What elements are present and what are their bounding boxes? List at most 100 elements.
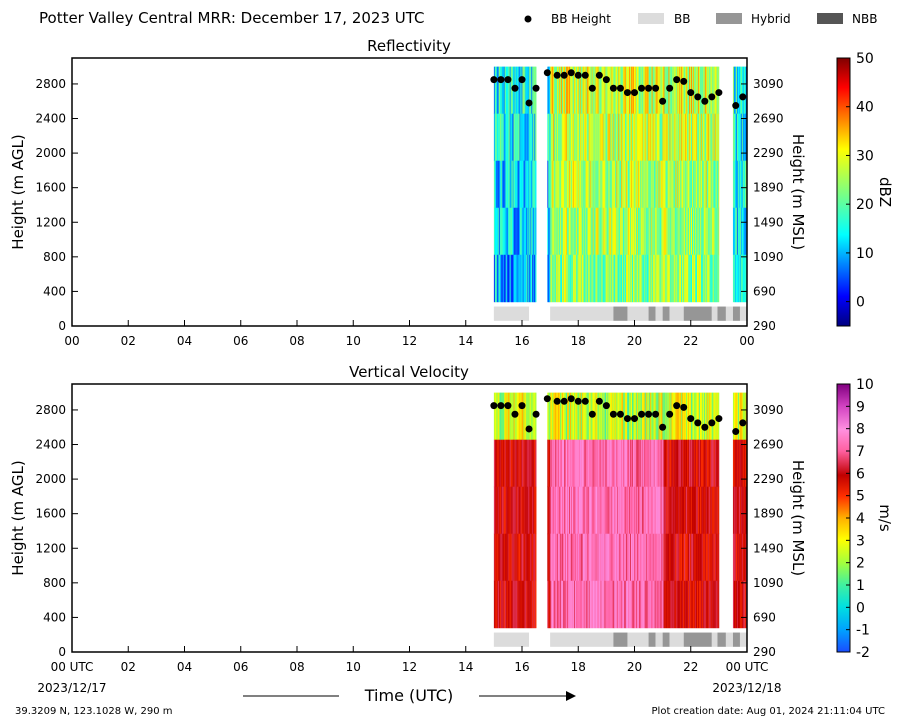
heatmap-cell — [564, 66, 566, 115]
heatmap-cell — [716, 486, 719, 535]
heatmap-cell — [493, 533, 496, 582]
heatmap-cell — [600, 207, 602, 256]
heatmap-cell — [617, 113, 619, 162]
heatmap-cell — [592, 580, 594, 629]
heatmap-cell — [557, 207, 559, 256]
heatmap-cell — [521, 392, 523, 441]
heatmap-cell — [620, 160, 622, 209]
heatmap-cell — [706, 580, 709, 629]
heatmap-cell — [550, 580, 552, 629]
heatmap-cell — [571, 580, 574, 629]
heatmap-cell — [575, 160, 578, 209]
heatmap-cell — [707, 113, 710, 162]
heatmap-cell — [684, 439, 686, 488]
heatmap-cell — [623, 392, 625, 441]
heatmap-cell — [529, 113, 531, 162]
heatmap-cell — [733, 113, 736, 162]
heatmap-cell — [493, 160, 496, 209]
heatmap-cell — [597, 207, 599, 256]
heatmap-cell — [741, 439, 744, 488]
heatmap-cell — [658, 207, 660, 256]
heatmap-cell — [642, 439, 645, 488]
heatmap-cell — [618, 580, 620, 629]
heatmap-cell — [507, 66, 510, 115]
heatmap-cell — [684, 533, 686, 582]
heatmap-cell — [569, 392, 572, 441]
heatmap-cell — [583, 254, 586, 303]
heatmap-cell — [699, 392, 702, 441]
heatmap-cell — [667, 113, 669, 162]
heatmap-cell — [501, 207, 504, 256]
heatmap-cell — [744, 113, 747, 162]
heatmap-cell — [682, 533, 684, 582]
heatmap-cell — [698, 486, 701, 535]
heatmap-cell — [557, 392, 559, 441]
heatmap-cell — [516, 207, 518, 256]
heatmap-cell — [693, 160, 695, 209]
heatmap-cell — [714, 486, 717, 535]
heatmap-cell — [649, 113, 652, 162]
heatmap-cell — [666, 439, 668, 488]
heatmap-cell — [566, 207, 568, 256]
heatmap-cell — [736, 207, 739, 256]
heatmap-cell — [579, 160, 582, 209]
heatmap-cell — [636, 254, 639, 303]
heatmap-cell — [521, 439, 523, 488]
reflectivity-ylabel-right: Height (m MSL) — [789, 134, 807, 250]
heatmap-cell — [646, 486, 649, 535]
heatmap-cell — [553, 439, 555, 488]
heatmap-cell — [657, 113, 659, 162]
heatmap-cell — [552, 533, 554, 582]
heatmap-cell — [665, 207, 667, 256]
heatmap-cell — [663, 580, 665, 629]
heatmap-cell — [673, 580, 675, 629]
legend-hybrid-swatch — [716, 13, 742, 24]
heatmap-cell — [502, 160, 505, 209]
heatmap-cell — [739, 533, 742, 582]
heatmap-cell — [534, 439, 536, 488]
heatmap-cell — [555, 66, 557, 115]
heatmap-cell — [596, 486, 598, 535]
heatmap-cell — [619, 254, 621, 303]
heatmap-cell — [708, 207, 711, 256]
heatmap-cell — [734, 207, 737, 256]
heatmap-cell — [554, 207, 556, 256]
heatmap-cell — [569, 160, 572, 209]
heatmap-cell — [652, 254, 655, 303]
heatmap-cell — [535, 533, 537, 582]
heatmap-cell — [584, 66, 587, 115]
heatmap-cell — [710, 113, 713, 162]
heatmap-cell — [568, 392, 571, 441]
heatmap-cell — [644, 392, 647, 441]
heatmap-cell — [578, 254, 581, 303]
heatmap-cell — [617, 580, 619, 629]
heatmap-cell — [616, 207, 618, 256]
heatmap-cell — [702, 580, 705, 629]
bb-type-segment — [648, 632, 656, 647]
heatmap-cell — [663, 439, 665, 488]
heatmap-cell — [522, 207, 524, 256]
heatmap-cell — [570, 486, 573, 535]
heatmap-cell — [625, 160, 627, 209]
heatmap-cell — [547, 207, 549, 256]
heatmap-cell — [690, 207, 692, 256]
bb-type-segment — [717, 632, 726, 647]
heatmap-cell — [686, 113, 688, 162]
heatmap-cell — [738, 113, 741, 162]
x-tick-label: 20 — [627, 660, 642, 674]
heatmap-cell — [653, 439, 656, 488]
heatmap-cell — [503, 580, 506, 629]
heatmap-cell — [607, 486, 609, 535]
heatmap-cell — [655, 254, 657, 303]
heatmap-cell — [621, 486, 623, 535]
heatmap-cell — [705, 66, 708, 115]
heatmap-cell — [524, 160, 526, 209]
heatmap-cell — [570, 66, 573, 115]
heatmap-cell — [603, 533, 605, 582]
heatmap-cell — [691, 113, 693, 162]
heatmap-cell — [700, 439, 703, 488]
heatmap-cell — [708, 113, 711, 162]
heatmap-cell — [499, 66, 502, 115]
y-tick-label: 0 — [58, 319, 66, 333]
heatmap-cell — [535, 580, 537, 629]
